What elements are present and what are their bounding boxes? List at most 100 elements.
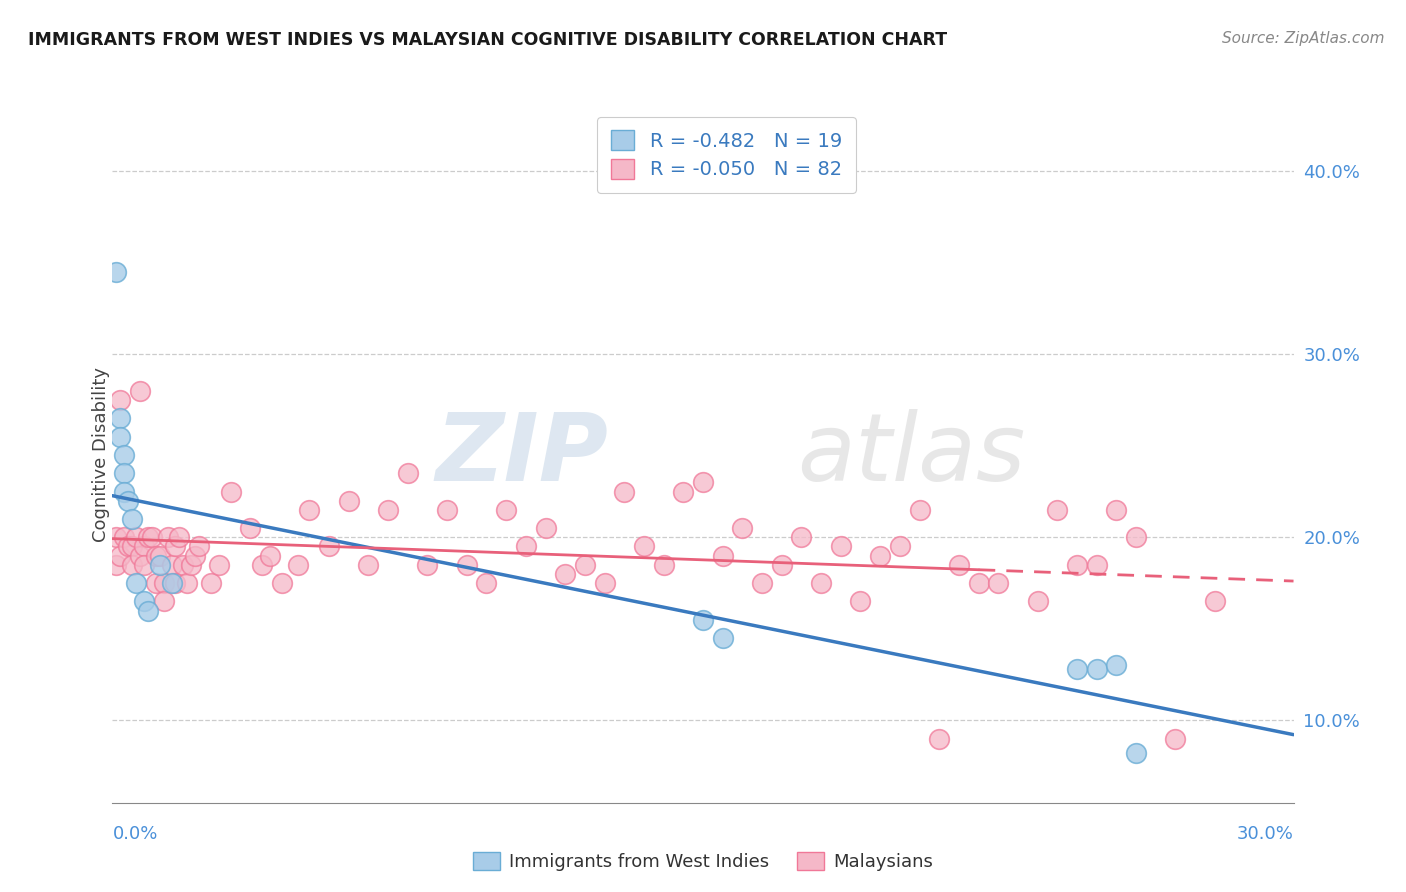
Point xyxy=(136,530,159,544)
Point xyxy=(928,731,950,746)
Point xyxy=(337,493,360,508)
Point xyxy=(495,503,517,517)
Text: 0.0%: 0.0% xyxy=(112,825,157,843)
Point xyxy=(1204,594,1226,608)
Point xyxy=(692,613,714,627)
Point xyxy=(711,549,734,563)
Point xyxy=(270,576,292,591)
Point xyxy=(112,530,135,544)
Point xyxy=(849,594,872,608)
Point xyxy=(208,558,231,572)
Point xyxy=(110,411,132,425)
Point xyxy=(176,576,198,591)
Point xyxy=(633,540,655,554)
Point xyxy=(731,521,754,535)
Point xyxy=(1085,558,1108,572)
Point xyxy=(117,493,139,508)
Point xyxy=(1026,594,1049,608)
Point xyxy=(250,558,273,572)
Point xyxy=(129,549,152,563)
Text: IMMIGRANTS FROM WEST INDIES VS MALAYSIAN COGNITIVE DISABILITY CORRELATION CHART: IMMIGRANTS FROM WEST INDIES VS MALAYSIAN… xyxy=(28,31,948,49)
Point xyxy=(1125,530,1147,544)
Y-axis label: Cognitive Disability: Cognitive Disability xyxy=(93,368,110,542)
Point xyxy=(121,540,143,554)
Point xyxy=(165,540,187,554)
Point xyxy=(145,549,167,563)
Point xyxy=(515,540,537,554)
Point xyxy=(165,576,187,591)
Point xyxy=(987,576,1010,591)
Point xyxy=(287,558,309,572)
Point xyxy=(416,558,439,572)
Point xyxy=(149,558,172,572)
Point xyxy=(105,530,128,544)
Point xyxy=(149,549,172,563)
Point xyxy=(105,265,128,279)
Point xyxy=(967,576,990,591)
Point xyxy=(652,558,675,572)
Point xyxy=(436,503,458,517)
Text: atlas: atlas xyxy=(797,409,1026,500)
Point xyxy=(188,540,211,554)
Point xyxy=(1164,731,1187,746)
Point xyxy=(751,576,773,591)
Point xyxy=(239,521,262,535)
Point xyxy=(125,576,148,591)
Point xyxy=(219,484,242,499)
Point xyxy=(145,576,167,591)
Point xyxy=(692,475,714,490)
Point xyxy=(396,467,419,481)
Point xyxy=(593,576,616,591)
Point xyxy=(112,467,135,481)
Point xyxy=(160,558,183,572)
Point xyxy=(112,448,135,462)
Point xyxy=(110,392,132,407)
Point xyxy=(200,576,222,591)
Point xyxy=(908,503,931,517)
Point xyxy=(1066,662,1088,676)
Legend: Immigrants from West Indies, Malaysians: Immigrants from West Indies, Malaysians xyxy=(467,845,939,879)
Point xyxy=(554,566,576,581)
Point xyxy=(121,558,143,572)
Text: 30.0%: 30.0% xyxy=(1237,825,1294,843)
Point xyxy=(117,540,139,554)
Point xyxy=(475,576,498,591)
Point xyxy=(112,484,135,499)
Point xyxy=(574,558,596,572)
Point xyxy=(1046,503,1069,517)
Point xyxy=(830,540,852,554)
Point xyxy=(1105,503,1128,517)
Point xyxy=(169,530,191,544)
Point xyxy=(790,530,813,544)
Point xyxy=(810,576,832,591)
Point xyxy=(357,558,380,572)
Text: Source: ZipAtlas.com: Source: ZipAtlas.com xyxy=(1222,31,1385,46)
Point xyxy=(141,530,163,544)
Point xyxy=(132,558,155,572)
Point xyxy=(259,549,281,563)
Point xyxy=(136,603,159,617)
Point xyxy=(184,549,207,563)
Point xyxy=(1105,658,1128,673)
Point xyxy=(948,558,970,572)
Point xyxy=(672,484,695,499)
Point xyxy=(105,558,128,572)
Point xyxy=(711,631,734,645)
Point xyxy=(456,558,478,572)
Point xyxy=(156,530,179,544)
Point xyxy=(110,429,132,443)
Point xyxy=(298,503,321,517)
Point xyxy=(132,540,155,554)
Point xyxy=(869,549,891,563)
Point xyxy=(125,530,148,544)
Point xyxy=(613,484,636,499)
Point xyxy=(377,503,399,517)
Legend: R = -0.482   N = 19, R = -0.050   N = 82: R = -0.482 N = 19, R = -0.050 N = 82 xyxy=(598,117,856,193)
Point xyxy=(1125,747,1147,761)
Point xyxy=(318,540,340,554)
Point xyxy=(172,558,194,572)
Text: ZIP: ZIP xyxy=(436,409,609,501)
Point xyxy=(889,540,911,554)
Point xyxy=(132,594,155,608)
Point xyxy=(152,576,174,591)
